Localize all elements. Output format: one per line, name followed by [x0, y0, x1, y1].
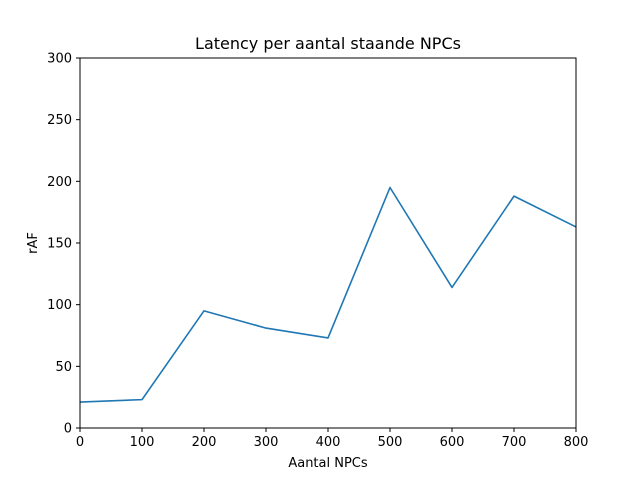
- x-tick-label: 100: [130, 435, 155, 450]
- x-axis-label: Aantal NPCs: [288, 456, 368, 471]
- y-tick-label: 150: [47, 237, 72, 252]
- chart-title: Latency per aantal staande NPCs: [195, 34, 461, 53]
- y-axis: 0 50 100 150 200 250 300: [47, 52, 80, 437]
- y-tick-label: 0: [64, 422, 72, 437]
- x-tick-label: 700: [502, 435, 527, 450]
- y-tick-label: 200: [47, 175, 72, 190]
- y-tick-label: 250: [47, 113, 72, 128]
- x-tick-label: 500: [378, 435, 403, 450]
- x-axis: 0 100 200 300 400 500 600 700 800: [76, 428, 589, 450]
- y-axis-label: rAF: [26, 232, 41, 254]
- x-tick-label: 800: [564, 435, 589, 450]
- plot-area: [79, 186, 577, 403]
- axes-frame: [79, 57, 577, 429]
- x-tick-label: 300: [254, 435, 279, 450]
- x-tick-label: 200: [192, 435, 217, 450]
- y-tick-label: 50: [55, 360, 72, 375]
- y-tick-label: 300: [47, 52, 72, 67]
- x-tick-label: 400: [316, 435, 341, 450]
- y-tick-label: 100: [47, 298, 72, 313]
- x-tick-label: 0: [76, 435, 84, 450]
- x-tick-label: 600: [440, 435, 465, 450]
- series-line: [79, 186, 577, 403]
